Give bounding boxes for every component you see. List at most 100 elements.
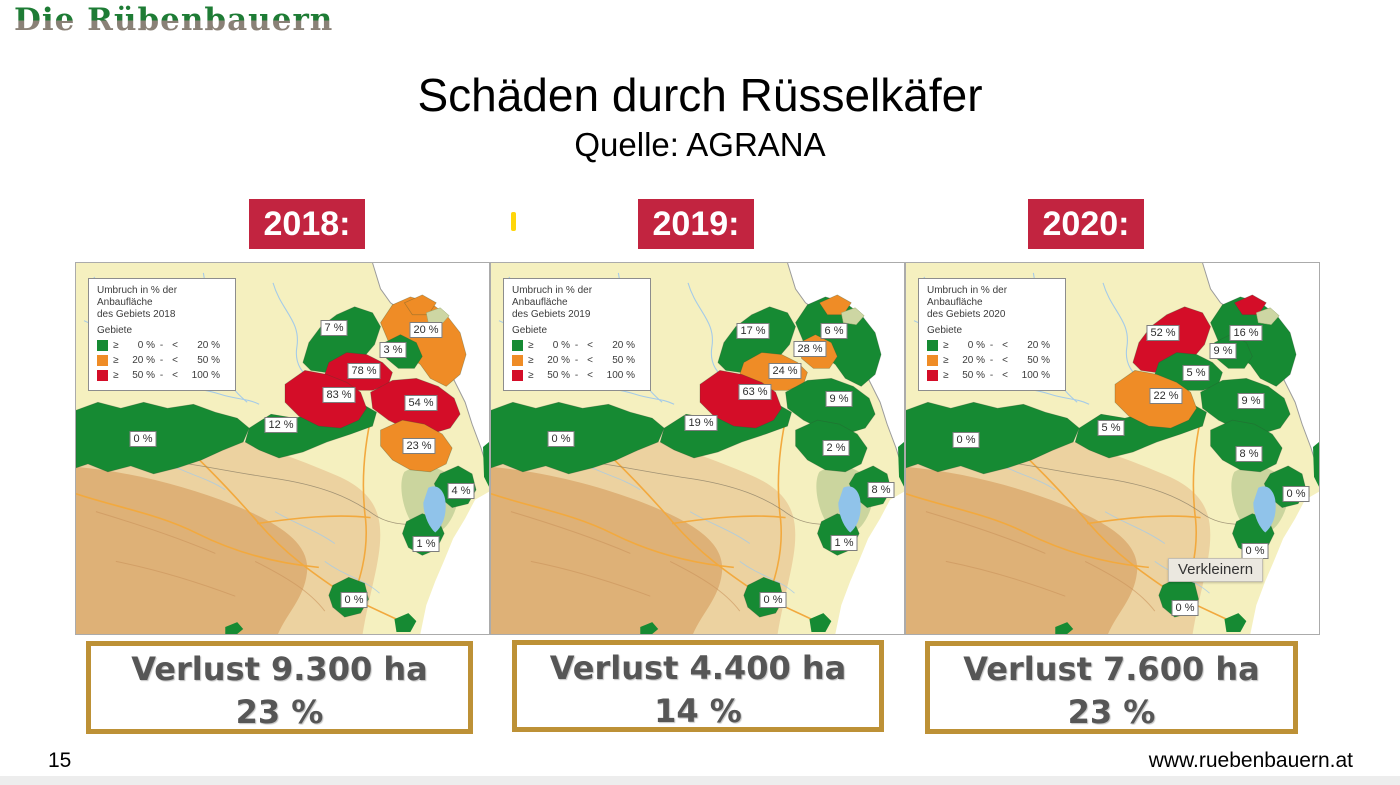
legend-text: 100 % xyxy=(1021,370,1050,381)
legend-text: ≥ xyxy=(528,355,534,366)
region-percent-label: 28 % xyxy=(793,341,827,357)
legend-text: ≥ xyxy=(113,340,119,351)
year-badge-2020: 2020: xyxy=(1028,199,1144,249)
legend-text: 20 % xyxy=(612,340,635,351)
legend-swatch-red xyxy=(927,370,938,381)
legend-swatch-orange xyxy=(512,355,523,366)
legend-text: 50 % xyxy=(197,355,220,366)
legend-text: - xyxy=(159,370,164,381)
map-region-r13 xyxy=(818,294,852,316)
legend-text: 20 % xyxy=(197,340,220,351)
region-percent-label: 0 % xyxy=(340,592,368,608)
ruebenbauern-logo: Die Rübenbauern xyxy=(14,2,334,38)
region-percent-label: 63 % xyxy=(738,384,772,400)
legend-row: ≥0 % - <20 % xyxy=(512,340,644,351)
legend-text: - xyxy=(989,355,994,366)
loss-box-2020: Verlust 7.600 ha 23 % xyxy=(925,641,1298,734)
legend-text: < xyxy=(587,340,593,351)
legend-rows: ≥0 % - <20 % ≥20 % - <50 % ≥50 % - <100 % xyxy=(97,340,229,381)
legend-text: 50 % xyxy=(612,355,635,366)
legend-row: ≥20 % - <50 % xyxy=(512,355,644,366)
legend-swatch-orange xyxy=(927,355,938,366)
legend-text: - xyxy=(574,370,579,381)
legend-text: 20 % xyxy=(1027,340,1050,351)
legend-text: 20 % xyxy=(962,355,985,366)
region-percent-label: 0 % xyxy=(1282,486,1310,502)
legend-text: ≥ xyxy=(113,355,119,366)
legend-text: - xyxy=(989,340,994,351)
region-percent-label: 52 % xyxy=(1146,325,1180,341)
region-percent-label: 0 % xyxy=(1241,543,1269,559)
map-region-r13 xyxy=(403,294,437,316)
region-percent-label: 2 % xyxy=(822,440,850,456)
region-percent-label: 7 % xyxy=(320,320,348,336)
legend-swatch-red xyxy=(512,370,523,381)
legend-text: < xyxy=(587,370,593,381)
region-percent-label: 20 % xyxy=(409,322,443,338)
region-percent-label: 1 % xyxy=(830,535,858,551)
region-percent-label: 5 % xyxy=(1097,420,1125,436)
page-number: 15 xyxy=(48,749,72,772)
legend-text: 100 % xyxy=(606,370,635,381)
region-percent-label: 9 % xyxy=(1237,393,1265,409)
legend-text: ≥ xyxy=(943,340,949,351)
region-percent-label: 0 % xyxy=(129,431,157,447)
map-panel-2018: 0 % 12 % 7 % 20 % 3 % 78 % 83 % 54 % 23 % 4 % 1 % 0… xyxy=(75,262,490,635)
loss-line2: 23 % xyxy=(1067,693,1156,731)
legend-swatch-green xyxy=(97,340,108,351)
legend-text: < xyxy=(1002,355,1008,366)
region-percent-label: 5 % xyxy=(1182,365,1210,381)
map-legend-2018: Umbruch in % der Anbaufläche des Gebiets… xyxy=(88,278,236,391)
bottom-bar xyxy=(0,776,1400,785)
legend-text: - xyxy=(989,370,994,381)
yellow-highlight-mark xyxy=(511,212,516,231)
legend-text: 50 % xyxy=(1027,355,1050,366)
legend-text: ≥ xyxy=(528,340,534,351)
region-percent-label: 78 % xyxy=(347,363,381,379)
legend-text: < xyxy=(172,355,178,366)
legend-rows: ≥0 % - <20 % ≥20 % - <50 % ≥50 % - <100 % xyxy=(512,340,644,381)
loss-line1: Verlust 4.400 ha xyxy=(549,649,847,687)
map-region-r1 xyxy=(76,401,250,475)
legend-text: - xyxy=(574,340,579,351)
region-percent-label: 9 % xyxy=(1209,343,1237,359)
legend-text: ≥ xyxy=(528,370,534,381)
legend-title: Umbruch in % der Anbaufläche des Gebiets… xyxy=(927,285,1008,320)
legend-subtitle: Gebiete xyxy=(927,325,963,336)
legend-text: 0 % xyxy=(552,340,570,351)
region-percent-label: 23 % xyxy=(402,438,436,454)
legend-text: 20 % xyxy=(132,355,155,366)
legend-text: < xyxy=(1002,340,1008,351)
loss-box-2019: Verlust 4.400 ha 14 % xyxy=(512,640,884,732)
legend-title: Umbruch in % der Anbaufläche des Gebiets… xyxy=(512,285,593,320)
legend-swatch-green xyxy=(927,340,938,351)
region-percent-label: 12 % xyxy=(264,417,298,433)
loss-box-2018: Verlust 9.300 ha 23 % xyxy=(86,641,473,734)
loss-line1: Verlust 7.600 ha xyxy=(963,650,1260,688)
loss-line2: 14 % xyxy=(654,692,742,730)
legend-text: < xyxy=(1002,370,1008,381)
legend-row: ≥50 % - <100 % xyxy=(927,370,1059,381)
slide-title: Schäden durch Rüsselkäfer xyxy=(417,69,983,121)
region-percent-label: 8 % xyxy=(867,482,895,498)
legend-text: 0 % xyxy=(137,340,155,351)
legend-text: - xyxy=(574,355,579,366)
legend-text: 0 % xyxy=(967,340,985,351)
legend-rows: ≥0 % - <20 % ≥20 % - <50 % ≥50 % - <100 % xyxy=(927,340,1059,381)
legend-row: ≥50 % - <100 % xyxy=(512,370,644,381)
legend-text: < xyxy=(172,370,178,381)
map-region-r1 xyxy=(491,401,665,475)
region-percent-label: 0 % xyxy=(1171,600,1199,616)
legend-row: ≥0 % - <20 % xyxy=(97,340,229,351)
website-text: www.ruebenbauern.at xyxy=(1148,749,1353,772)
maps-row: 0 % 12 % 7 % 20 % 3 % 78 % 83 % 54 % 23 % 4 % 1 % 0… xyxy=(75,262,1322,635)
region-percent-label: 9 % xyxy=(825,391,853,407)
region-percent-label: 16 % xyxy=(1229,325,1263,341)
legend-text: 50 % xyxy=(132,370,155,381)
region-percent-label: 54 % xyxy=(404,395,438,411)
region-percent-label: 24 % xyxy=(768,363,802,379)
map-legend-2019: Umbruch in % der Anbaufläche des Gebiets… xyxy=(503,278,651,391)
legend-swatch-green xyxy=(512,340,523,351)
legend-text: < xyxy=(587,355,593,366)
